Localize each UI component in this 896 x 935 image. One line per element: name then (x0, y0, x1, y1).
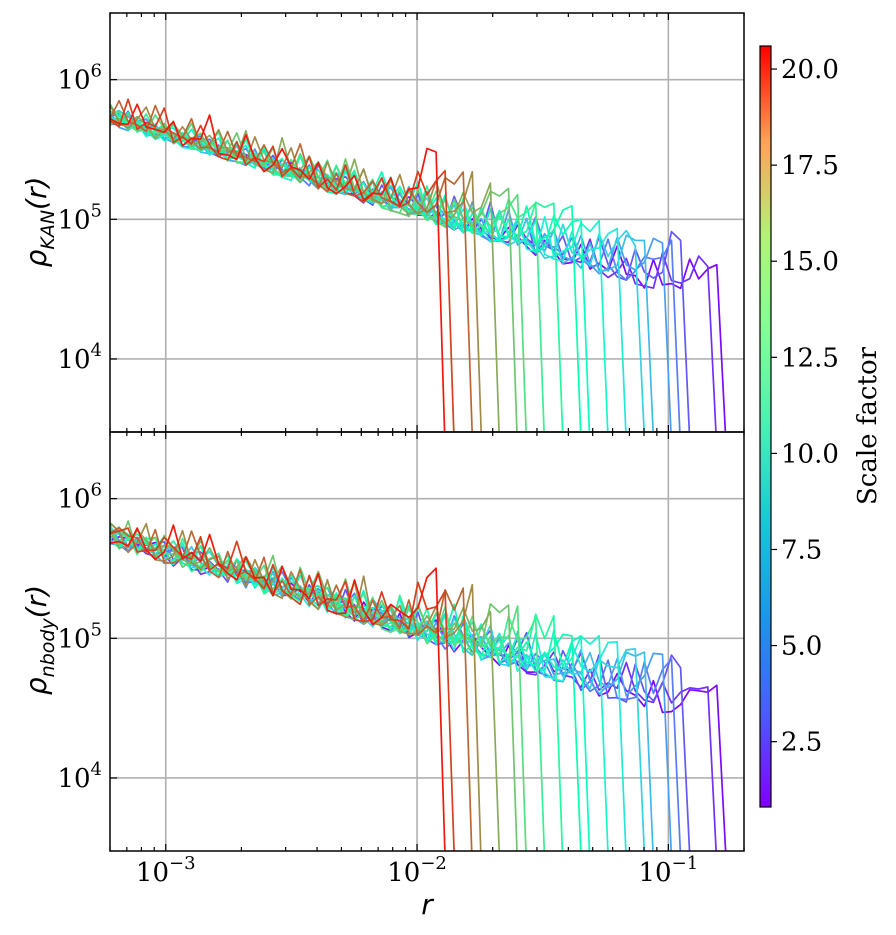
colorbar-ticks: 2.5 5.0 7.5 10.0 12.5 15.0 17.5 20.0 (771, 55, 839, 758)
panel-top: 104 105 106 ρKAN(r) (20, 12, 745, 433)
y-tick-label: 104 (57, 759, 102, 794)
density-profile-line (110, 111, 582, 432)
density-profile-line (110, 103, 545, 432)
colorbar: 2.5 5.0 7.5 10.0 12.5 15.0 17.5 20.0 Scale fact… (759, 45, 883, 808)
density-profile-line (110, 113, 717, 432)
y-tick-label: 106 (57, 480, 102, 515)
colorbar-tick-label: 10.0 (781, 439, 839, 469)
colorbar-tick-label: 5.0 (781, 632, 822, 662)
colorbar-label: Scale factor (853, 346, 883, 505)
density-profile-line (110, 103, 446, 432)
density-profile-line (110, 528, 591, 851)
density-profile-line (110, 120, 681, 432)
density-profile-line (110, 117, 564, 432)
density-profile-line (110, 526, 654, 851)
colorbar-tick-label: 7.5 (781, 535, 822, 565)
density-profile-line (110, 528, 691, 851)
density-profile-line (110, 113, 518, 432)
density-profile-line (110, 520, 518, 851)
y-tick-label: 105 (57, 619, 102, 654)
colorbar-tick-label: 2.5 (781, 728, 822, 758)
top-ticks: 104 105 106 (57, 13, 745, 432)
colorbar-tick-label: 20.0 (781, 55, 839, 85)
density-profile-line (110, 111, 609, 432)
y-tick-label: 105 (57, 200, 102, 235)
top-ylabel: ρKAN(r) (20, 177, 59, 268)
density-profile-line (110, 115, 727, 432)
density-profile-line (110, 524, 446, 851)
density-profile-line (110, 110, 691, 432)
bottom-ylabel: ρnbody(r) (20, 585, 59, 695)
density-profile-line (110, 535, 717, 851)
x-tick-label: 10−3 (136, 853, 196, 888)
x-tick-label: 10−2 (387, 853, 447, 888)
top-curves (110, 98, 727, 432)
y-tick-label: 104 (57, 340, 102, 375)
colorbar-tick-label: 12.5 (781, 343, 839, 373)
density-profile-line (110, 526, 527, 851)
density-profile-line (110, 104, 483, 432)
colorbar-tick-label: 15.0 (781, 247, 839, 277)
x-axis-label: r (421, 888, 434, 921)
y-tick-label: 106 (57, 61, 102, 96)
bottom-ticks: 104 105 106 10−3 10−2 10−1 (57, 432, 745, 888)
density-profile-line (110, 99, 473, 432)
density-profile-line (110, 114, 591, 432)
panel-bottom: 104 105 106 10−3 10−2 10−1 ρnbody(r) r (20, 431, 745, 921)
bottom-axes-frame (109, 431, 745, 852)
density-profile-line (110, 529, 501, 851)
density-profile-line (110, 110, 527, 432)
bottom-curves (110, 520, 727, 851)
density-profile-line (110, 118, 627, 432)
density-profile-line (110, 531, 646, 851)
density-profile-line (110, 531, 627, 851)
density-profile-line (110, 530, 564, 851)
top-gridlines (110, 13, 744, 432)
density-profile-line (110, 98, 455, 432)
density-profile-line (110, 536, 682, 851)
density-profile-line (110, 110, 672, 432)
density-profile-line (110, 535, 582, 851)
density-profile-line (110, 527, 455, 851)
colorbar-gradient (759, 45, 772, 808)
density-profile-line (110, 526, 473, 851)
top-axes-frame (109, 12, 745, 433)
colorbar-tick-label: 17.5 (781, 151, 839, 181)
x-tick-label: 10−1 (639, 853, 699, 888)
